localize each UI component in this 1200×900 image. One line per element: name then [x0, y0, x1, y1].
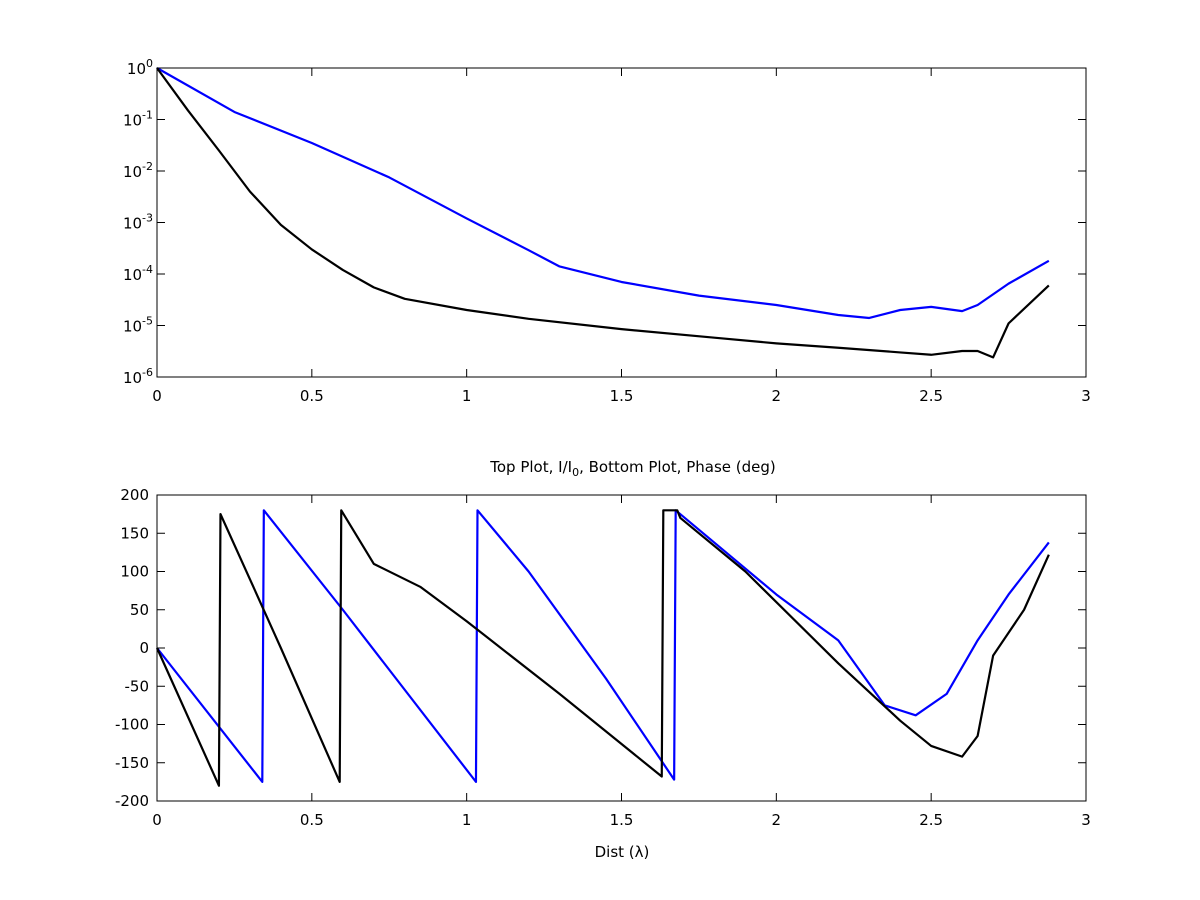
phase-series-line-1 — [156, 509, 1050, 783]
tick-exponent: -3 — [142, 212, 153, 225]
magnitude-x-tick-label: 2.5 — [919, 387, 943, 405]
magnitude-y-tick-label: 10-2 — [123, 160, 153, 181]
tick-base: 10 — [123, 112, 142, 130]
phase-x-axis-label: Dist (λ) — [595, 843, 650, 861]
tick-base: 10 — [123, 266, 142, 284]
tick-base: 10 — [123, 215, 142, 233]
magnitude-y-tick-label: 10-5 — [123, 315, 153, 336]
magnitude-series-layer — [156, 67, 1050, 359]
magnitude-x-tick-label: 1.5 — [610, 387, 634, 405]
phase-x-tick-label: 1.5 — [610, 811, 634, 829]
phase-y-tick-label: -150 — [115, 754, 149, 772]
tick-exponent: -1 — [142, 109, 153, 122]
title-main: Top Plot, I/I — [489, 458, 572, 476]
tick-exponent: -4 — [142, 263, 153, 276]
magnitude-x-tick-label: 0.5 — [300, 387, 324, 405]
tick-exponent: -6 — [142, 366, 153, 379]
tick-base: 10 — [123, 163, 142, 181]
phase-x-tick-label: 0 — [152, 811, 162, 829]
phase-y-tick-label: -50 — [125, 677, 150, 695]
tick-base: 10 — [127, 60, 146, 78]
magnitude-x-tick-label: 0 — [152, 387, 162, 405]
magnitude-y-tick-label: 10-3 — [123, 212, 153, 233]
phase-y-tick-label: -100 — [115, 716, 149, 734]
phase-x-tick-label: 0.5 — [300, 811, 324, 829]
magnitude-x-tick-label: 2 — [772, 387, 782, 405]
tick-exponent: -2 — [142, 160, 153, 173]
phase-y-tick-label: -200 — [115, 792, 149, 810]
phase-x-tick-label: 1 — [462, 811, 472, 829]
phase-x-tick-label: 3 — [1081, 811, 1091, 829]
phase-series-layer — [155, 509, 1050, 787]
magnitude-series-line-1 — [156, 67, 1050, 320]
magnitude-y-tick-label: 100 — [127, 57, 153, 78]
magnitude-y-tick-label: 10-6 — [123, 366, 153, 387]
title-subscript: 0 — [572, 466, 579, 479]
title-suffix: , Bottom Plot, Phase (deg) — [579, 458, 776, 476]
phase-y-tick-label: 0 — [139, 639, 149, 657]
tick-base: 10 — [123, 369, 142, 387]
magnitude-y-tick-label: 10-1 — [123, 109, 153, 130]
phase-y-tick-label: 100 — [120, 563, 149, 581]
magnitude-series-line-2 — [156, 67, 1050, 359]
phase-x-tick-label: 2 — [772, 811, 782, 829]
phase-y-tick-label: 50 — [130, 601, 149, 619]
phase-series-line-2 — [155, 509, 1050, 787]
phase-x-tick-label: 2.5 — [919, 811, 943, 829]
magnitude-y-tick-label: 10-4 — [123, 263, 153, 284]
magnitude-x-tick-label: 3 — [1081, 387, 1091, 405]
phase-y-tick-label: 200 — [120, 486, 149, 504]
phase-y-tick-label: 150 — [120, 524, 149, 542]
tick-exponent: -5 — [142, 315, 153, 328]
phase-plot-title: Top Plot, I/I0, Bottom Plot, Phase (deg) — [489, 458, 775, 479]
phase-tick-layer: 0 0.5 1 1.5 2 2.5 3 -200 -150 -100 -50 0 50 100 150 200 — [115, 486, 1091, 829]
tick-base: 10 — [123, 318, 142, 336]
phase-plot: Top Plot, I/I0, Bottom Plot, Phase (deg)… — [115, 458, 1091, 861]
tick-exponent: 0 — [146, 57, 153, 70]
magnitude-x-tick-label: 1 — [462, 387, 472, 405]
